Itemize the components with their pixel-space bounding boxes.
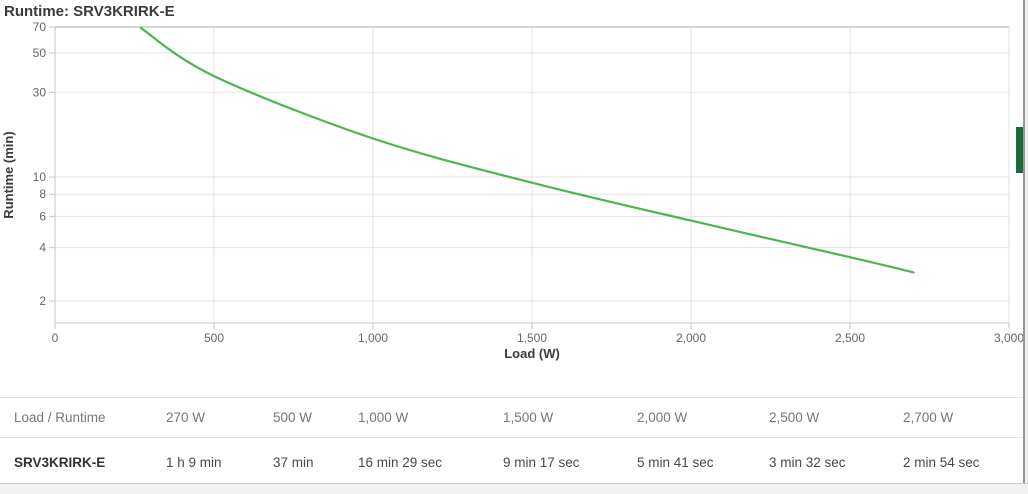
table-header-cell: 1,500 W <box>489 397 623 438</box>
y-axis-title: Runtime (min) <box>1 131 16 218</box>
vertical-scrollbar-gutter[interactable] <box>1023 0 1028 483</box>
x-axis-title: Load (W) <box>504 346 560 361</box>
runtime-chart: 2 4 6 8 10 30 50 70 0 500 1,000 1,500 2,000 2,500 3,00… <box>1 20 1025 361</box>
chart-series <box>139 27 915 274</box>
table-header-cell: 270 W <box>152 397 259 438</box>
y-tick-label: 4 <box>39 241 46 255</box>
table-cell: 2 min 54 sec <box>889 437 1028 488</box>
x-tick-label: 0 <box>52 331 59 345</box>
chart-tick-labels: 2 4 6 8 10 30 50 70 0 500 1,000 1,500 2,000 2,500 3,00… <box>33 20 1025 345</box>
runtime-table: Load / Runtime 270 W 500 W 1,000 W 1,500 W 2,… <box>0 397 1028 488</box>
y-tick-label: 10 <box>33 170 47 184</box>
table-header-cell: 1,000 W <box>344 397 489 438</box>
table-header-cell: 2,500 W <box>755 397 889 438</box>
y-tick-label: 2 <box>39 294 46 308</box>
x-tick-label: 1,500 <box>517 331 547 345</box>
x-tick-label: 3,000 <box>994 331 1024 345</box>
chart-grid <box>55 26 1010 323</box>
table-header-row: Load / Runtime 270 W 500 W 1,000 W 1,500 W 2,… <box>0 397 1028 438</box>
table-cell: 9 min 17 sec <box>489 437 623 488</box>
table-header-cell: 500 W <box>259 397 344 438</box>
x-tick-label: 500 <box>204 331 224 345</box>
table-cell: 5 min 41 sec <box>623 437 755 488</box>
page-title: Runtime: SRV3KRIRK-E <box>4 3 175 20</box>
table-header-cell: 2,000 W <box>623 397 755 438</box>
runtime-curve[interactable] <box>139 27 915 274</box>
y-tick-label: 70 <box>33 20 47 34</box>
table-header-cell: 2,700 W <box>889 397 1028 438</box>
chart-axes <box>49 26 1010 329</box>
table-cell: 16 min 29 sec <box>344 437 489 488</box>
table-cell: 3 min 32 sec <box>755 437 889 488</box>
table-row-label: SRV3KRIRK-E <box>0 437 152 488</box>
y-tick-label: 30 <box>33 85 47 99</box>
y-tick-label: 50 <box>33 46 47 60</box>
x-tick-label: 2,500 <box>835 331 865 345</box>
table-header-cell: Load / Runtime <box>0 397 152 438</box>
x-tick-label: 1,000 <box>358 331 388 345</box>
feedback-tab[interactable] <box>1016 127 1023 173</box>
table-cell: 1 h 9 min <box>152 437 259 488</box>
y-tick-label: 8 <box>39 187 46 201</box>
table-cell: 37 min <box>259 437 344 488</box>
x-tick-label: 2,000 <box>676 331 706 345</box>
horizontal-scrollbar[interactable] <box>0 483 1028 494</box>
table-row: SRV3KRIRK-E 1 h 9 min 37 min 16 min 29 sec 9… <box>0 437 1028 488</box>
y-tick-label: 6 <box>39 209 46 223</box>
